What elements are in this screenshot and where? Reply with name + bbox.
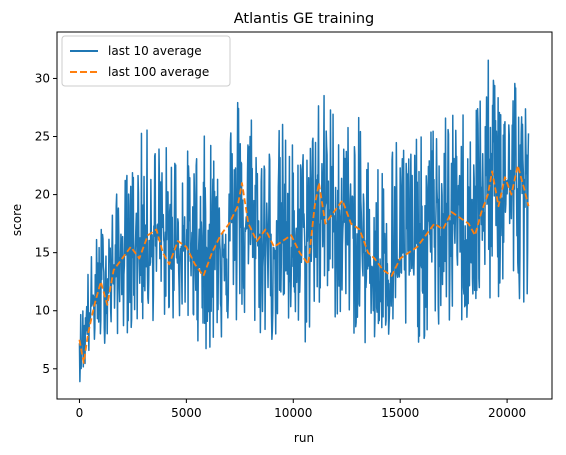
y-tick-label: 15	[35, 246, 50, 260]
axes-frame	[56, 31, 553, 400]
x-tick-label: 10000	[274, 406, 312, 420]
series-line-last-10-average	[78, 59, 530, 383]
legend-label-last-100-average: last 100 average	[108, 65, 209, 79]
y-axis-label: score	[10, 204, 24, 236]
plot-area	[78, 59, 530, 383]
series-line-last-100-average	[78, 164, 530, 364]
x-tick-label: 20000	[488, 406, 526, 420]
y-tick-label: 25	[35, 130, 50, 144]
y-tick-label: 20	[35, 188, 50, 202]
axes: 0 5000 10000 15000 20000 5 10 15 20 25 30	[35, 31, 553, 420]
x-axis-label: run	[294, 431, 314, 445]
legend-frame	[61, 35, 231, 87]
x-tick-label: 15000	[381, 406, 419, 420]
x-tick-label: 5000	[171, 406, 202, 420]
y-tick-label: 5	[42, 362, 50, 376]
y-tick-label: 30	[35, 71, 50, 85]
x-tick-label: 0	[76, 406, 84, 420]
chart-title: Atlantis GE training	[234, 11, 375, 27]
y-tick-label: 10	[35, 304, 50, 318]
series-group	[78, 59, 530, 383]
legend: last 10 average last 100 average	[61, 35, 231, 87]
legend-label-last-10-average: last 10 average	[108, 44, 202, 58]
